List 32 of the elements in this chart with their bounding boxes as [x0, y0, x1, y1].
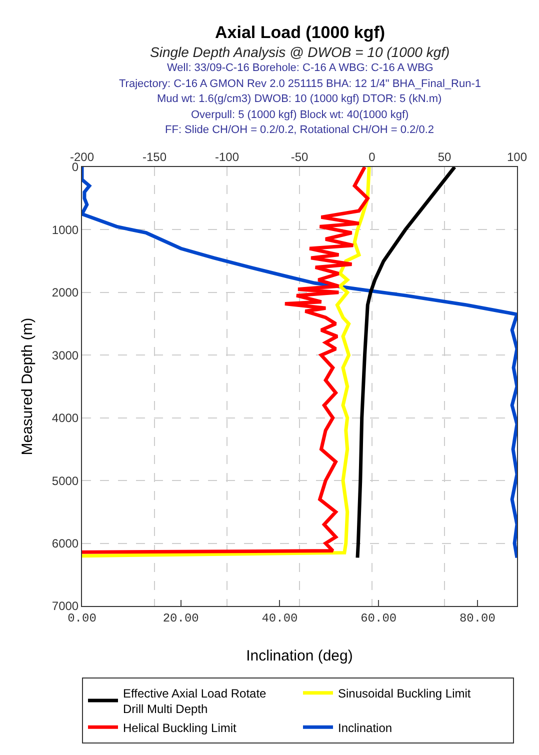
- x2-tick-label: 50: [438, 150, 452, 164]
- legend-label: Inclination: [338, 720, 392, 735]
- y-tick-label: 0: [72, 160, 79, 174]
- text: Overpull: 5 (1000 kgf) Block wt: 40(1000 kgf): [191, 109, 409, 121]
- legend-label: Effective Axial Load Rotate Drill Multi Depth: [123, 686, 267, 716]
- legend-label: Sinusoidal Buckling Limit: [338, 686, 472, 701]
- y-tick-label: 6000: [52, 536, 79, 550]
- y-tick-label: 5000: [52, 474, 79, 488]
- text: Trajectory: C-16 A GMON Rev 2.0 251115 BHA: 12 1/4" BHA_Final_Run-1: [119, 78, 481, 90]
- text: FF: Slide CH/OH = 0.2/0.2, Rotational CH/OH = 0.2/0.2: [165, 124, 434, 136]
- y-tick-label: 1000: [52, 222, 79, 237]
- x2-tick-label: 100: [506, 150, 528, 164]
- x-tick-label: 40.00: [262, 611, 298, 626]
- y-tick-label: 3000: [52, 348, 79, 362]
- x2-tick-label: -100: [214, 150, 240, 164]
- y-tick-label: 2000: [52, 286, 79, 300]
- x-tick-label: 20.00: [162, 611, 199, 626]
- x2-tick-label: 0: [368, 150, 376, 164]
- y-tick-label: 4000: [52, 411, 79, 426]
- chart-subtitle: Single Depth Analysis @ DWOB = 10 (1000 kgf): [150, 44, 450, 60]
- x2-tick-label: -150: [142, 150, 167, 164]
- x-tick-label: 60.00: [360, 611, 397, 626]
- x-tick-label: 80.00: [459, 611, 496, 626]
- x-axis-title: Inclination (deg): [246, 647, 353, 664]
- text: Mud wt: 1.6(g/cm3) DWOB: 10 (1000 kgf) DTOR: 5 (kN.m): [157, 93, 442, 105]
- x2-tick-label: -50: [290, 150, 308, 164]
- y-axis-title: Measured Depth (m): [19, 318, 36, 456]
- x-tick-label: 0.00: [68, 611, 96, 626]
- y-tick-label: 7000: [52, 599, 79, 614]
- legend-label: Helical Buckling Limit: [123, 720, 238, 735]
- text: Well: 33/09-C-16 Borehole: C-16 A WBG: C-16 A WBG: [167, 62, 434, 74]
- chart-title: Axial Load (1000 kgf): [215, 23, 386, 42]
